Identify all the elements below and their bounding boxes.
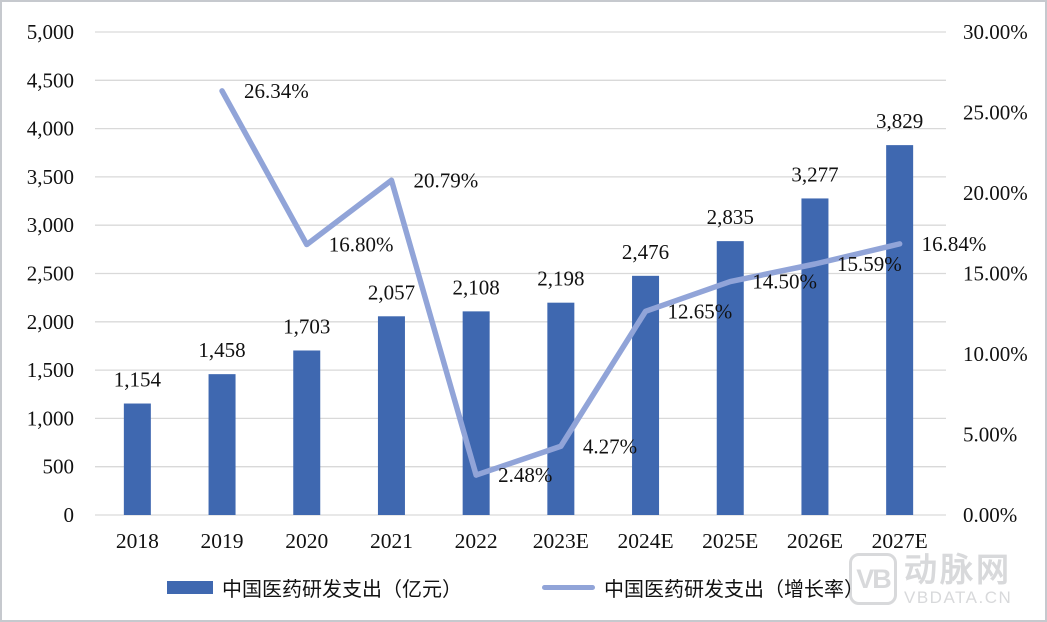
- x-tick-label: 2026E: [787, 529, 843, 553]
- bar-value-label: 3,829: [876, 109, 923, 133]
- x-tick-label: 2021: [370, 529, 413, 553]
- bar-2026E: [801, 198, 829, 515]
- legend-line-label: 中国医药研发支出（增长率）: [604, 579, 864, 601]
- y-right-tick-label: 15.00%: [963, 262, 1028, 286]
- y-left-tick-label: 1,000: [27, 406, 74, 430]
- legend-bar-swatch: [167, 581, 213, 594]
- y-right-tick-label: 10.00%: [963, 342, 1028, 366]
- y-right-tick-label: 20.00%: [963, 181, 1028, 205]
- y-left-tick-label: 3,500: [27, 165, 74, 189]
- bar-value-label: 1,703: [283, 314, 330, 338]
- x-tick-label: 2020: [285, 529, 328, 553]
- bar-value-label: 1,458: [198, 338, 245, 362]
- growth-value-label: 14.50%: [752, 270, 817, 294]
- x-tick-label: 2027E: [872, 529, 928, 553]
- y-left-tick-label: 5,000: [27, 20, 74, 44]
- growth-value-label: 2.48%: [498, 463, 552, 487]
- x-tick-label: 2023E: [533, 529, 589, 553]
- y-left-tick-label: 3,000: [27, 213, 74, 237]
- bar-2021: [377, 316, 405, 515]
- bar-value-label: 1,154: [114, 368, 162, 392]
- y-left-tick-label: 4,000: [27, 117, 74, 141]
- x-tick-label: 2019: [201, 529, 244, 553]
- y-left-tick-label: 1,500: [27, 358, 74, 382]
- vbdata-logo-monogram: VB: [856, 563, 891, 594]
- x-tick-label: 2024E: [617, 529, 673, 553]
- growth-value-label: 20.79%: [413, 168, 478, 192]
- bar-2019: [208, 374, 236, 515]
- bar-2023E: [547, 302, 575, 515]
- y-right-tick-label: 5.00%: [963, 423, 1017, 447]
- y-left-tick-label: 4,500: [27, 68, 74, 92]
- watermark-site: VBDATA.CN: [904, 587, 1013, 607]
- growth-value-label: 15.59%: [837, 252, 902, 276]
- y-right-tick-label: 0.00%: [963, 503, 1017, 527]
- y-left-tick-label: 0: [64, 503, 75, 527]
- bar-value-label: 2,835: [707, 205, 754, 229]
- bar-value-label: 2,198: [537, 267, 584, 291]
- vbdata-watermark: VB 动脉网 VBDATA.CN: [849, 553, 1012, 608]
- y-left-tick-label: 500: [43, 455, 75, 479]
- legend-item-line: 中国医药研发支出（增长率）: [542, 573, 864, 602]
- growth-value-label: 12.65%: [668, 299, 733, 323]
- bar-2022: [462, 311, 490, 515]
- watermark-brand: 动脉网: [904, 551, 1012, 588]
- bar-value-label: 2,108: [453, 275, 500, 299]
- bar-2018: [123, 403, 151, 515]
- y-left-tick-label: 2,000: [27, 310, 74, 334]
- y-right-tick-label: 30.00%: [963, 20, 1028, 44]
- x-tick-label: 2018: [116, 529, 159, 553]
- growth-value-label: 16.80%: [329, 233, 394, 257]
- bar-2027E: [886, 145, 914, 516]
- vbdata-logo-icon: VB: [849, 553, 897, 605]
- x-tick-label: 2025E: [702, 529, 758, 553]
- legend-item-bar: 中国医药研发支出（亿元）: [167, 573, 462, 602]
- legend: 中国医药研发支出（亿元） 中国医药研发支出（增长率）: [167, 573, 864, 602]
- legend-line-swatch: [542, 585, 595, 590]
- bar-value-label: 2,476: [622, 240, 669, 264]
- x-tick-label: 2022: [455, 529, 498, 553]
- bar-value-label: 3,277: [791, 162, 838, 186]
- bar-value-label: 2,057: [368, 280, 415, 304]
- growth-value-label: 26.34%: [244, 79, 309, 103]
- watermark-text: 动脉网 VBDATA.CN: [904, 553, 1012, 608]
- growth-line: [219, 88, 903, 478]
- growth-value-label: 4.27%: [583, 434, 637, 458]
- legend-bar-label: 中国医药研发支出（亿元）: [222, 579, 462, 601]
- y-left-tick-label: 2,500: [27, 262, 74, 286]
- growth-value-label: 16.84%: [922, 232, 987, 256]
- bar-2020: [293, 350, 321, 515]
- y-right-tick-label: 25.00%: [963, 101, 1028, 125]
